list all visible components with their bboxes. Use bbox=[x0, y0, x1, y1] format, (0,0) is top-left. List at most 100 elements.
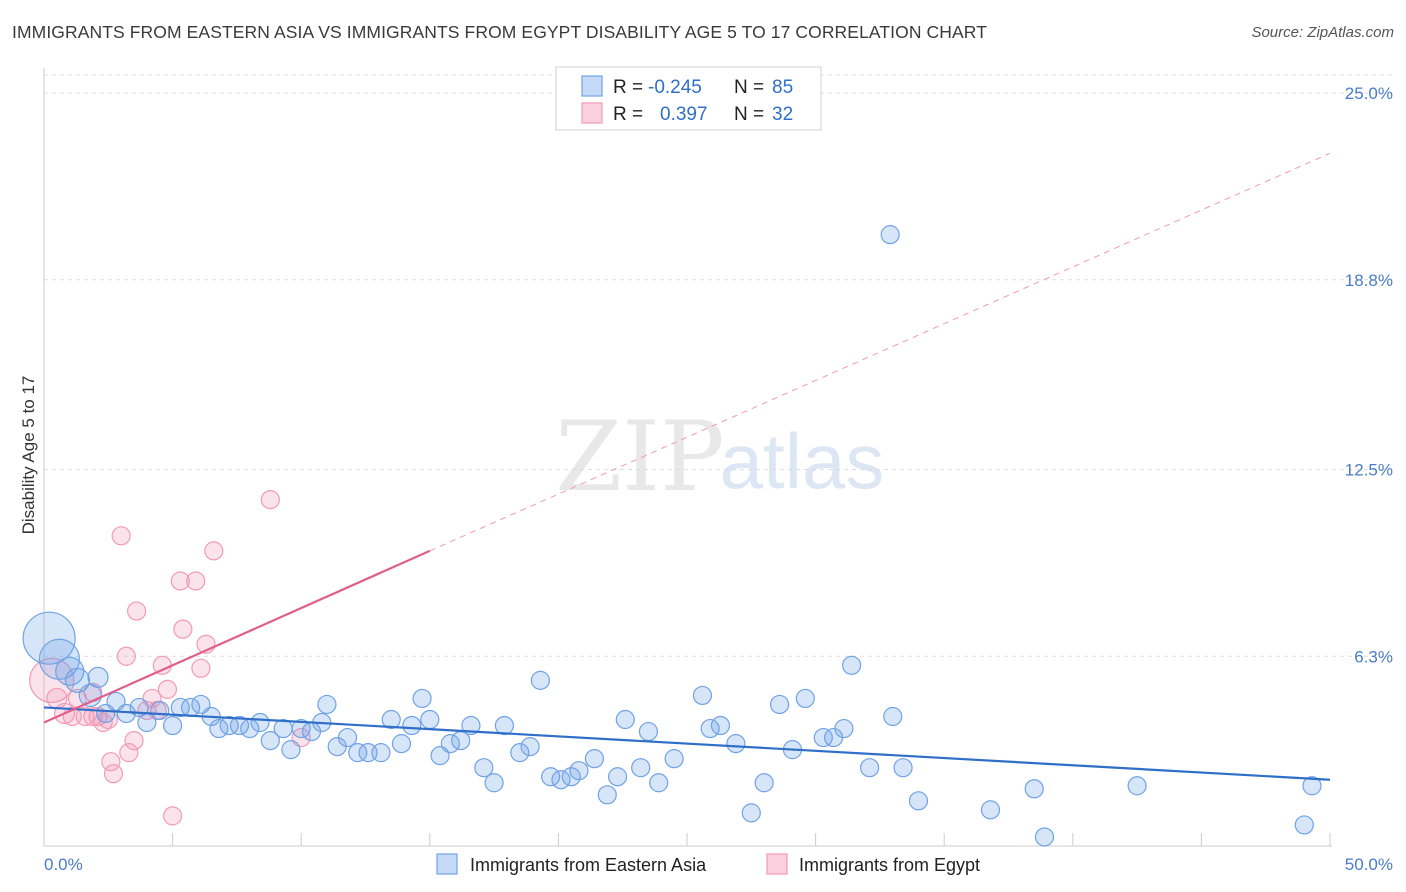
legend-n-label: N = bbox=[734, 104, 764, 125]
data-point-eastern-asia bbox=[769, 694, 790, 715]
data-point-eastern-asia bbox=[281, 740, 301, 760]
points-pink bbox=[29, 490, 311, 826]
data-point-eastern-asia bbox=[584, 749, 605, 769]
data-point-egypt bbox=[157, 679, 178, 699]
data-point-eastern-asia bbox=[880, 225, 900, 245]
source-credit: Source: ZipAtlas.com bbox=[1251, 24, 1394, 41]
data-point-eastern-asia bbox=[649, 773, 669, 793]
data-point-eastern-asia bbox=[87, 666, 109, 688]
data-point-eastern-asia bbox=[692, 685, 713, 706]
data-point-eastern-asia bbox=[980, 800, 1001, 820]
trend-line-egypt bbox=[43, 549, 431, 724]
data-point-eastern-asia bbox=[163, 715, 183, 736]
axes-layer bbox=[43, 68, 1332, 847]
data-point-egypt bbox=[260, 490, 280, 510]
data-point-eastern-asia bbox=[412, 688, 432, 709]
data-point-egypt bbox=[111, 526, 131, 546]
legend-n-label: N = bbox=[734, 77, 764, 98]
data-point-egypt bbox=[116, 646, 136, 666]
data-point-eastern-asia bbox=[834, 718, 854, 739]
points-blue bbox=[22, 225, 1322, 847]
data-point-eastern-asia bbox=[348, 743, 368, 763]
data-point-eastern-asia bbox=[615, 709, 635, 730]
bottom-legend-label: Immigrants from Egypt bbox=[799, 855, 980, 875]
data-point-eastern-asia bbox=[474, 758, 494, 778]
y-tick-label: 18.8% bbox=[1345, 271, 1393, 290]
data-point-egypt bbox=[186, 571, 206, 591]
data-point-eastern-asia bbox=[402, 715, 422, 736]
data-point-eastern-asia bbox=[842, 655, 862, 675]
data-point-eastern-asia bbox=[795, 688, 815, 709]
legend-r-label: R = bbox=[613, 104, 643, 125]
trend-layer bbox=[43, 152, 1331, 781]
watermark-zip: ZIP bbox=[555, 401, 724, 513]
data-point-eastern-asia bbox=[317, 694, 337, 715]
data-point-egypt bbox=[119, 743, 139, 763]
legend-r-value: 0.397 bbox=[660, 104, 708, 125]
data-point-eastern-asia bbox=[754, 773, 774, 793]
data-point-eastern-asia bbox=[150, 700, 170, 721]
data-point-egypt bbox=[163, 806, 183, 826]
data-point-eastern-asia bbox=[420, 709, 440, 730]
data-point-egypt bbox=[173, 619, 193, 639]
legend-swatch-blue bbox=[581, 75, 603, 97]
data-point-eastern-asia bbox=[391, 734, 412, 754]
data-point-egypt bbox=[101, 752, 121, 772]
data-point-eastern-asia bbox=[883, 706, 903, 727]
data-point-eastern-asia bbox=[520, 737, 540, 757]
data-point-eastern-asia bbox=[461, 715, 481, 736]
data-point-eastern-asia bbox=[250, 712, 270, 733]
data-point-eastern-asia bbox=[219, 715, 239, 736]
bottom-legend: Immigrants from Eastern Asia Immigrants … bbox=[436, 853, 980, 875]
data-point-eastern-asia bbox=[1294, 815, 1314, 835]
data-point-eastern-asia bbox=[597, 785, 617, 805]
data-point-eastern-asia bbox=[726, 734, 746, 754]
data-point-eastern-asia bbox=[1302, 776, 1322, 796]
data-point-egypt bbox=[191, 658, 211, 678]
data-point-eastern-asia bbox=[337, 727, 358, 748]
legend-r-label: R = bbox=[613, 77, 643, 98]
watermark: ZIP atlas bbox=[555, 401, 884, 513]
bottom-legend-label: Immigrants from Eastern Asia bbox=[470, 855, 707, 875]
data-point-eastern-asia bbox=[484, 773, 504, 793]
bottom-legend-swatch-blue bbox=[436, 853, 458, 875]
legend-swatch-pink bbox=[581, 102, 603, 124]
legend-n-value: 32 bbox=[772, 104, 793, 125]
data-point-eastern-asia bbox=[371, 743, 391, 763]
data-point-eastern-asia bbox=[664, 749, 684, 769]
trend-line-eastern-asia bbox=[43, 706, 1331, 781]
y-tick-label: 25.0% bbox=[1345, 84, 1393, 103]
chart-title: IMMIGRANTS FROM EASTERN ASIA VS IMMIGRAN… bbox=[12, 22, 988, 42]
data-point-egypt bbox=[126, 601, 147, 621]
bottom-legend-swatch-pink bbox=[766, 853, 788, 875]
data-point-eastern-asia bbox=[569, 761, 589, 781]
data-point-eastern-asia bbox=[510, 743, 530, 763]
data-point-eastern-asia bbox=[813, 727, 833, 748]
data-point-eastern-asia bbox=[451, 730, 471, 751]
data-point-egypt bbox=[170, 571, 190, 591]
data-point-eastern-asia bbox=[860, 758, 880, 778]
data-point-eastern-asia bbox=[22, 611, 76, 665]
data-point-eastern-asia bbox=[1024, 779, 1044, 799]
data-point-eastern-asia bbox=[638, 721, 659, 742]
data-point-eastern-asia bbox=[893, 758, 913, 778]
data-point-eastern-asia bbox=[561, 767, 581, 787]
y-tick-label: 6.3% bbox=[1354, 647, 1393, 666]
y-tick-label: 12.5% bbox=[1345, 461, 1393, 480]
data-point-eastern-asia bbox=[1127, 776, 1147, 796]
legend-r-value: -0.245 bbox=[648, 77, 702, 98]
data-point-eastern-asia bbox=[741, 803, 761, 823]
x-tick-label: 50.0% bbox=[1345, 855, 1393, 874]
y-axis-label: Disability Age 5 to 17 bbox=[19, 376, 38, 535]
grid-layer bbox=[44, 74, 1396, 657]
legend-n-value: 85 bbox=[772, 77, 793, 98]
data-point-eastern-asia bbox=[170, 697, 190, 718]
ticks-layer: 6.3% 12.5% 18.8% 25.0% 0.0% 50.0% bbox=[44, 84, 1393, 874]
watermark-atlas: atlas bbox=[720, 417, 885, 505]
data-point-eastern-asia bbox=[607, 767, 628, 787]
data-point-egypt bbox=[204, 541, 224, 561]
data-point-egypt bbox=[29, 657, 75, 703]
x-tick-label: 0.0% bbox=[44, 855, 83, 874]
data-point-egypt bbox=[103, 764, 124, 784]
